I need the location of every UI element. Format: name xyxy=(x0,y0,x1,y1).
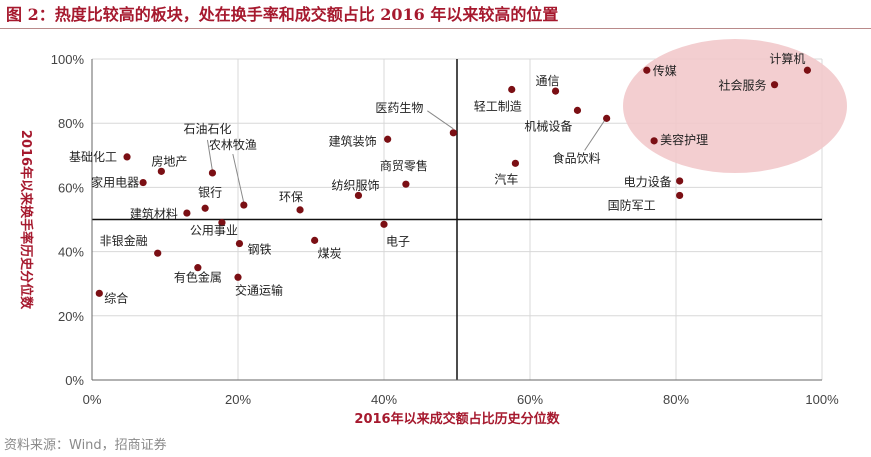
x-tick-label: 20% xyxy=(225,392,251,407)
x-axis-title: 2016年以来成交额占比历史分位数 xyxy=(354,411,560,427)
data-point[interactable] xyxy=(235,239,244,248)
axes xyxy=(91,59,822,381)
data-point[interactable] xyxy=(208,169,217,177)
data-point[interactable] xyxy=(311,236,319,244)
data-point[interactable] xyxy=(508,85,516,94)
point-label: 基础化工 xyxy=(69,150,117,164)
data-point[interactable] xyxy=(380,220,388,228)
point-label: 机械设备 xyxy=(524,118,572,133)
data-point[interactable] xyxy=(296,206,304,214)
x-tick-label: 80% xyxy=(663,392,689,407)
data-point[interactable] xyxy=(770,81,779,89)
y-tick-label: 0% xyxy=(65,373,84,388)
leader-lines xyxy=(206,110,606,204)
point-label: 国防军工 xyxy=(608,197,656,212)
data-point[interactable] xyxy=(511,159,519,167)
data-point[interactable] xyxy=(603,114,611,122)
data-point[interactable] xyxy=(183,209,191,217)
point-label: 纺织服饰 xyxy=(331,178,379,192)
point-label: 建筑装饰 xyxy=(329,133,377,148)
data-point[interactable] xyxy=(573,106,582,114)
source-note: 资料来源：Wind，招商证券 xyxy=(4,438,167,453)
data-point[interactable] xyxy=(139,178,147,187)
point-label: 钢铁 xyxy=(247,243,271,257)
data-point[interactable] xyxy=(123,153,131,161)
x-tick-label: 60% xyxy=(517,392,543,407)
leader-line xyxy=(232,153,245,204)
data-point[interactable] xyxy=(157,167,165,175)
tick-labels: 0% 20% 40% 60% 80% 100% 0% 20% 40% 60% 80% 100% xyxy=(51,52,839,407)
point-label: 汽车 xyxy=(494,171,518,186)
y-tick-label: 80% xyxy=(58,116,84,131)
data-point[interactable] xyxy=(551,87,560,95)
point-label: 环保 xyxy=(279,190,303,204)
x-tick-label: 40% xyxy=(371,392,397,407)
leader-line xyxy=(584,120,606,151)
data-point[interactable] xyxy=(201,204,209,212)
data-point[interactable] xyxy=(676,177,684,185)
point-label: 建筑材料 xyxy=(130,206,178,221)
figure-title: 图 2：热度比较高的板块，处在换手率和成交额占比 2016 年以来较高的位置 xyxy=(6,5,559,24)
point-label: 交通运输 xyxy=(235,282,283,297)
point-label: 公用事业 xyxy=(190,224,238,238)
data-points xyxy=(95,66,812,297)
reference-lines xyxy=(92,59,822,380)
point-label: 石油石化 xyxy=(183,122,231,136)
point-label: 房地产 xyxy=(151,153,187,168)
point-label: 商贸零售 xyxy=(380,158,428,173)
point-label: 家用电器 xyxy=(91,175,139,190)
highlight-region xyxy=(623,39,847,173)
data-point[interactable] xyxy=(194,264,202,272)
title-divider xyxy=(0,28,871,29)
point-label: 银行 xyxy=(198,185,222,199)
data-point[interactable] xyxy=(643,66,651,74)
data-point[interactable] xyxy=(449,129,457,137)
point-label: 煤炭 xyxy=(318,246,342,260)
y-tick-label: 100% xyxy=(51,52,85,67)
point-label: 通信 xyxy=(536,74,560,88)
point-label: 美容护理 xyxy=(660,132,708,147)
point-label: 传媒 xyxy=(653,63,677,78)
point-label: 食品饮料 xyxy=(553,150,601,165)
data-point[interactable] xyxy=(650,137,658,145)
leader-line xyxy=(206,139,213,172)
y-tick-label: 20% xyxy=(58,309,84,324)
x-tick-label: 0% xyxy=(83,392,102,407)
point-label: 轻工制造 xyxy=(474,99,522,113)
data-point[interactable] xyxy=(234,273,242,281)
point-label: 电力设备 xyxy=(624,175,672,189)
point-label: 非银金融 xyxy=(100,233,148,248)
y-axis-title: 2016年以来换手率历史分位数 xyxy=(18,130,34,310)
data-point[interactable] xyxy=(154,249,162,257)
y-tick-label: 60% xyxy=(58,180,84,195)
data-point[interactable] xyxy=(218,219,226,227)
y-tick-label: 40% xyxy=(58,245,84,260)
data-point[interactable] xyxy=(384,135,392,143)
data-point[interactable] xyxy=(676,191,684,200)
data-point[interactable] xyxy=(354,191,363,200)
data-point[interactable] xyxy=(95,289,103,297)
x-tick-label: 100% xyxy=(805,392,839,407)
leader-line xyxy=(427,110,454,130)
point-label: 计算机 xyxy=(769,51,805,66)
data-point[interactable] xyxy=(240,201,248,209)
highlight-ellipse xyxy=(623,39,847,173)
point-label: 有色金属 xyxy=(174,270,222,285)
point-label: 医药生物 xyxy=(375,101,423,115)
data-point[interactable] xyxy=(402,180,410,188)
data-point[interactable] xyxy=(803,66,812,74)
point-label: 电子 xyxy=(386,234,410,248)
point-label: 农林牧渔 xyxy=(209,138,257,152)
point-label: 社会服务 xyxy=(719,78,767,93)
point-label: 综合 xyxy=(104,290,128,305)
